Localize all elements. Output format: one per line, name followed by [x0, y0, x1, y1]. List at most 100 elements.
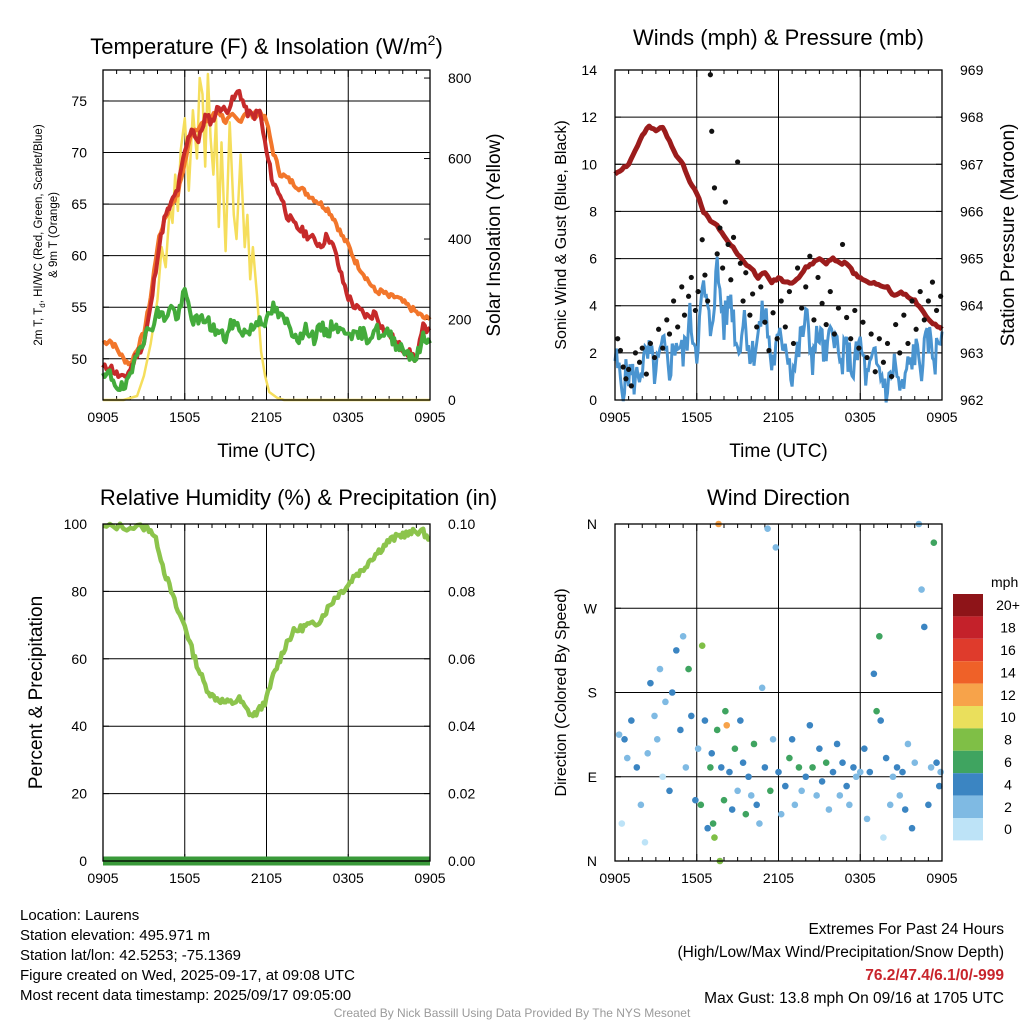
recent-data-text: Most recent data timestamp: 2025/09/17 0… [20, 987, 352, 1004]
direction-point [701, 717, 709, 724]
gust-point [620, 364, 626, 370]
colorbar-label: 2 [1004, 799, 1012, 815]
direction-point [882, 754, 890, 762]
gust-point [758, 284, 764, 290]
credit-text: Created By Nick Bassill Using Data Provi… [333, 1006, 691, 1020]
y-tick-label: 70 [71, 145, 87, 161]
max-gust-text: Max Gust: 13.8 mph On 09/16 at 1705 UTC [704, 990, 1004, 1007]
direction-point [726, 768, 733, 776]
gust-point [799, 305, 805, 311]
colorbar-label: 8 [1004, 732, 1012, 748]
y-tick-label: 60 [71, 248, 87, 264]
direction-point [937, 768, 944, 776]
series-rh [102, 521, 431, 719]
gust-point [730, 234, 737, 240]
direction-point [904, 740, 912, 748]
chart-title: Relative Humidity (%) & Precipitation (i… [100, 485, 497, 510]
y-tick-label: 4 [589, 298, 597, 314]
gust-point [722, 199, 728, 205]
y-axis-label: 2m T, Td, HI/WC (Red, Green, Scarlet/Blu… [33, 124, 47, 345]
plot-border [102, 523, 431, 862]
gust-point [827, 288, 833, 295]
direction-point [911, 759, 919, 767]
y-tick-label: 2 [589, 345, 597, 361]
direction-point [633, 764, 641, 771]
gust-point [664, 317, 670, 323]
x-tick-label: 2105 [763, 870, 794, 886]
y2-tick-label: 0.04 [448, 718, 475, 734]
gust-point [803, 284, 809, 290]
x-tick-label: 0905 [414, 870, 445, 886]
y-tick-label: 6 [589, 251, 597, 267]
direction-point [720, 796, 728, 804]
gust-point [747, 312, 753, 318]
x-tick-label: 0905 [926, 870, 957, 886]
station-info: Location: Laurens Station elevation: 495… [20, 906, 355, 1006]
gust-point [717, 225, 723, 231]
y2-tick-label: 400 [448, 231, 472, 247]
x-tick-label: 0305 [333, 870, 364, 886]
y2-tick-label: 0.08 [448, 583, 475, 599]
gust-point [740, 298, 746, 304]
direction-point [673, 647, 680, 654]
plot-border [614, 523, 943, 862]
gust-point [913, 326, 919, 332]
direction-point [788, 736, 796, 743]
y2-tick-label: 0.02 [448, 786, 475, 802]
direction-point [829, 768, 837, 776]
direction-point [756, 820, 763, 827]
direction-point [839, 759, 846, 767]
direction-point [750, 740, 758, 748]
gust-point [848, 336, 854, 342]
direction-point [618, 820, 626, 827]
gust-point [790, 340, 797, 347]
plot-border [614, 69, 943, 401]
gust-point [695, 288, 701, 295]
direction-point [886, 801, 894, 809]
gust-point [656, 326, 662, 332]
series-pressure [613, 123, 944, 332]
direction-point [728, 806, 736, 813]
y2-tick-label: 200 [448, 312, 472, 328]
x-tick-label: 0905 [87, 870, 118, 886]
y-tick-label: 14 [581, 62, 597, 78]
extremes-values: 76.2/47.4/6.1/0/-999 [865, 967, 1004, 984]
y-tick-label: 60 [71, 651, 87, 667]
direction-point [711, 834, 718, 841]
gust-point [623, 376, 629, 382]
direction-point [668, 689, 676, 696]
y2-tick-label: 966 [960, 203, 984, 219]
direction-point [739, 759, 747, 767]
y-tick-label: 65 [71, 196, 87, 212]
direction-point [717, 764, 725, 771]
y2-tick-label: 967 [960, 156, 984, 172]
y2-tick-label: 0 [448, 392, 456, 408]
direction-point [861, 745, 868, 752]
direction-point [623, 754, 631, 762]
winds-panel: 0905 1505 2105 0305 090502468101214962963964… [553, 25, 1019, 462]
gust-point [692, 307, 698, 314]
direction-point [852, 773, 860, 781]
direction-point [795, 764, 803, 771]
gust-point [685, 293, 692, 299]
direction-point [677, 726, 684, 734]
colorbar-swatch [953, 706, 983, 729]
gust-point [844, 314, 850, 321]
gust-point [917, 288, 923, 295]
direction-point [628, 717, 635, 724]
y2-tick-label: 0.10 [448, 516, 475, 532]
gust-point [666, 331, 673, 337]
y-tick-label: 10 [581, 156, 597, 172]
gust-point [651, 354, 658, 361]
colorbar-title: mph [991, 574, 1018, 590]
plot-border [102, 69, 431, 401]
direction-point [767, 787, 774, 795]
colorbar-label: 18 [1000, 620, 1016, 636]
direction-point [818, 778, 826, 785]
direction-point [893, 764, 901, 771]
x-tick-label: 1505 [169, 409, 200, 425]
colorbar-label: 4 [1004, 776, 1012, 792]
direction-point [644, 750, 651, 757]
colorbar-swatch [953, 728, 983, 751]
gust-point [864, 354, 870, 361]
